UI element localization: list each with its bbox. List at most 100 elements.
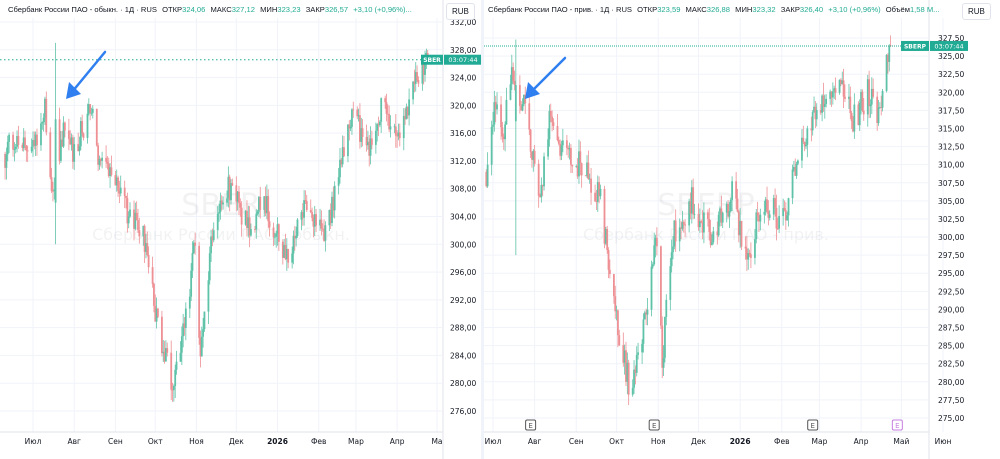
candle-body (645, 312, 648, 315)
candle-body (748, 252, 751, 255)
candle-body (182, 323, 185, 337)
candle-body (737, 211, 740, 236)
candle-body (134, 212, 137, 229)
candle-body (276, 224, 279, 234)
chart-panel-left[interactable]: 332,00 328,00 324,00 320,00 316,00 312,00 308,… (0, 0, 481, 459)
candle-body (784, 210, 787, 221)
x-tick-label: Ноя (189, 437, 204, 446)
candle-body (584, 175, 587, 177)
candle-body (365, 136, 368, 146)
candle-body (673, 220, 676, 247)
chart-panel-right[interactable]: 327,50 325,00 322,50 320,00 317,50 315,00 312,… (484, 0, 1000, 459)
candle-body (208, 253, 211, 281)
symbol-name[interactable]: Сбербанк России ПАО - обыкн. (8, 5, 119, 14)
candle-body (805, 144, 807, 147)
candle-body (42, 117, 45, 123)
candle-body (510, 67, 513, 85)
candle-body (8, 134, 10, 142)
open-value: 323,59 (657, 5, 681, 14)
x-tick-label: Июл (485, 437, 502, 446)
currency-button[interactable]: RUB (962, 3, 991, 20)
high-value: 326,88 (706, 5, 730, 14)
candle-body (806, 128, 809, 145)
candle-body (380, 98, 383, 122)
candle-body (275, 233, 278, 237)
candle-body (614, 296, 617, 312)
candle-body (720, 208, 723, 223)
candle-body (412, 81, 414, 100)
candle-body (424, 57, 426, 75)
candle-body (670, 252, 673, 267)
candle-body (578, 151, 580, 177)
candle-body (595, 201, 598, 203)
y-tick-label: 276,00 (450, 407, 476, 416)
y-tick-label: 322,50 (938, 70, 964, 79)
candle-body (590, 178, 592, 193)
y-tick-label: 300,00 (450, 240, 476, 249)
candle-body (305, 201, 308, 211)
candle-body (739, 220, 742, 236)
candle-body (50, 177, 53, 191)
low-value: 323,23 (277, 5, 301, 14)
candle-body (109, 167, 111, 177)
candle-body (815, 110, 818, 120)
candle-body (570, 147, 572, 165)
candle-body (596, 182, 599, 202)
candle-body (73, 144, 76, 162)
countdown-badge (444, 54, 481, 65)
candle-body (690, 187, 693, 214)
candle-body (166, 348, 169, 353)
candle-body (153, 283, 155, 306)
candle-body (532, 150, 535, 160)
x-tick-label: Фев (311, 437, 327, 446)
candle-body (79, 120, 82, 147)
candle-body (821, 95, 824, 113)
candle-body (86, 113, 89, 138)
candle-body (34, 134, 37, 146)
x-tick-label: Мар (812, 437, 828, 446)
candle-body (758, 215, 760, 222)
candle-body (505, 99, 508, 125)
candle-body (763, 211, 766, 215)
currency-button[interactable]: RUB (446, 3, 475, 20)
candle-body (248, 217, 251, 236)
annotation-arrow-shaft (70, 50, 107, 94)
candle-body (829, 91, 832, 99)
y-tick-label: 285,00 (938, 342, 964, 351)
x-tick-label: 2026 (730, 437, 751, 446)
candle-body (625, 350, 627, 382)
candle-body (496, 104, 498, 110)
candle-body (887, 54, 889, 62)
candle-body (151, 267, 154, 284)
candle-body (655, 237, 658, 247)
candlestick-chart[interactable]: 332,00 328,00 324,00 320,00 316,00 312,00 308,… (0, 0, 481, 459)
candle-body (129, 209, 131, 217)
candle-body (258, 196, 260, 212)
candle-body (568, 147, 571, 150)
y-tick-label: 290,00 (938, 305, 964, 314)
y-tick-label: 305,00 (938, 197, 964, 206)
candle-body (397, 132, 400, 137)
y-tick-label: 320,00 (450, 101, 476, 110)
candle-body (255, 213, 258, 230)
candle-body (848, 96, 850, 99)
candle-body (857, 104, 860, 126)
candle-body (331, 196, 333, 224)
y-tick-label: 304,00 (450, 213, 476, 222)
candle-body (607, 250, 610, 270)
candle-body (163, 351, 166, 362)
candle-body (661, 325, 664, 368)
candle-body (179, 352, 182, 362)
candle-body (833, 88, 836, 92)
candle-body (866, 79, 869, 115)
candle-body (198, 245, 201, 338)
candle-body (680, 227, 682, 229)
candlestick-chart[interactable]: 327,50 325,00 322,50 320,00 317,50 315,00 312,… (484, 0, 1000, 459)
candle-body (637, 352, 639, 355)
candle-body (356, 109, 359, 117)
candle-body (421, 63, 424, 84)
candle-body (654, 237, 657, 246)
candle-body (565, 140, 568, 148)
symbol-name[interactable]: Сбербанк России ПАО - прив. (488, 5, 594, 14)
candle-body (137, 220, 139, 231)
